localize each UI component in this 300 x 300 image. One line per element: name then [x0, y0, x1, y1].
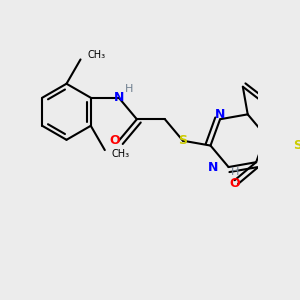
Text: CH₃: CH₃ [87, 50, 105, 60]
Text: N: N [208, 160, 218, 174]
Text: O: O [230, 177, 240, 190]
Text: N: N [215, 109, 225, 122]
Text: O: O [109, 134, 120, 147]
Text: H: H [231, 167, 239, 177]
Text: N: N [114, 91, 124, 104]
Text: S: S [178, 134, 188, 147]
Text: CH₃: CH₃ [112, 149, 130, 159]
Text: H: H [125, 84, 133, 94]
Text: S: S [293, 139, 300, 152]
